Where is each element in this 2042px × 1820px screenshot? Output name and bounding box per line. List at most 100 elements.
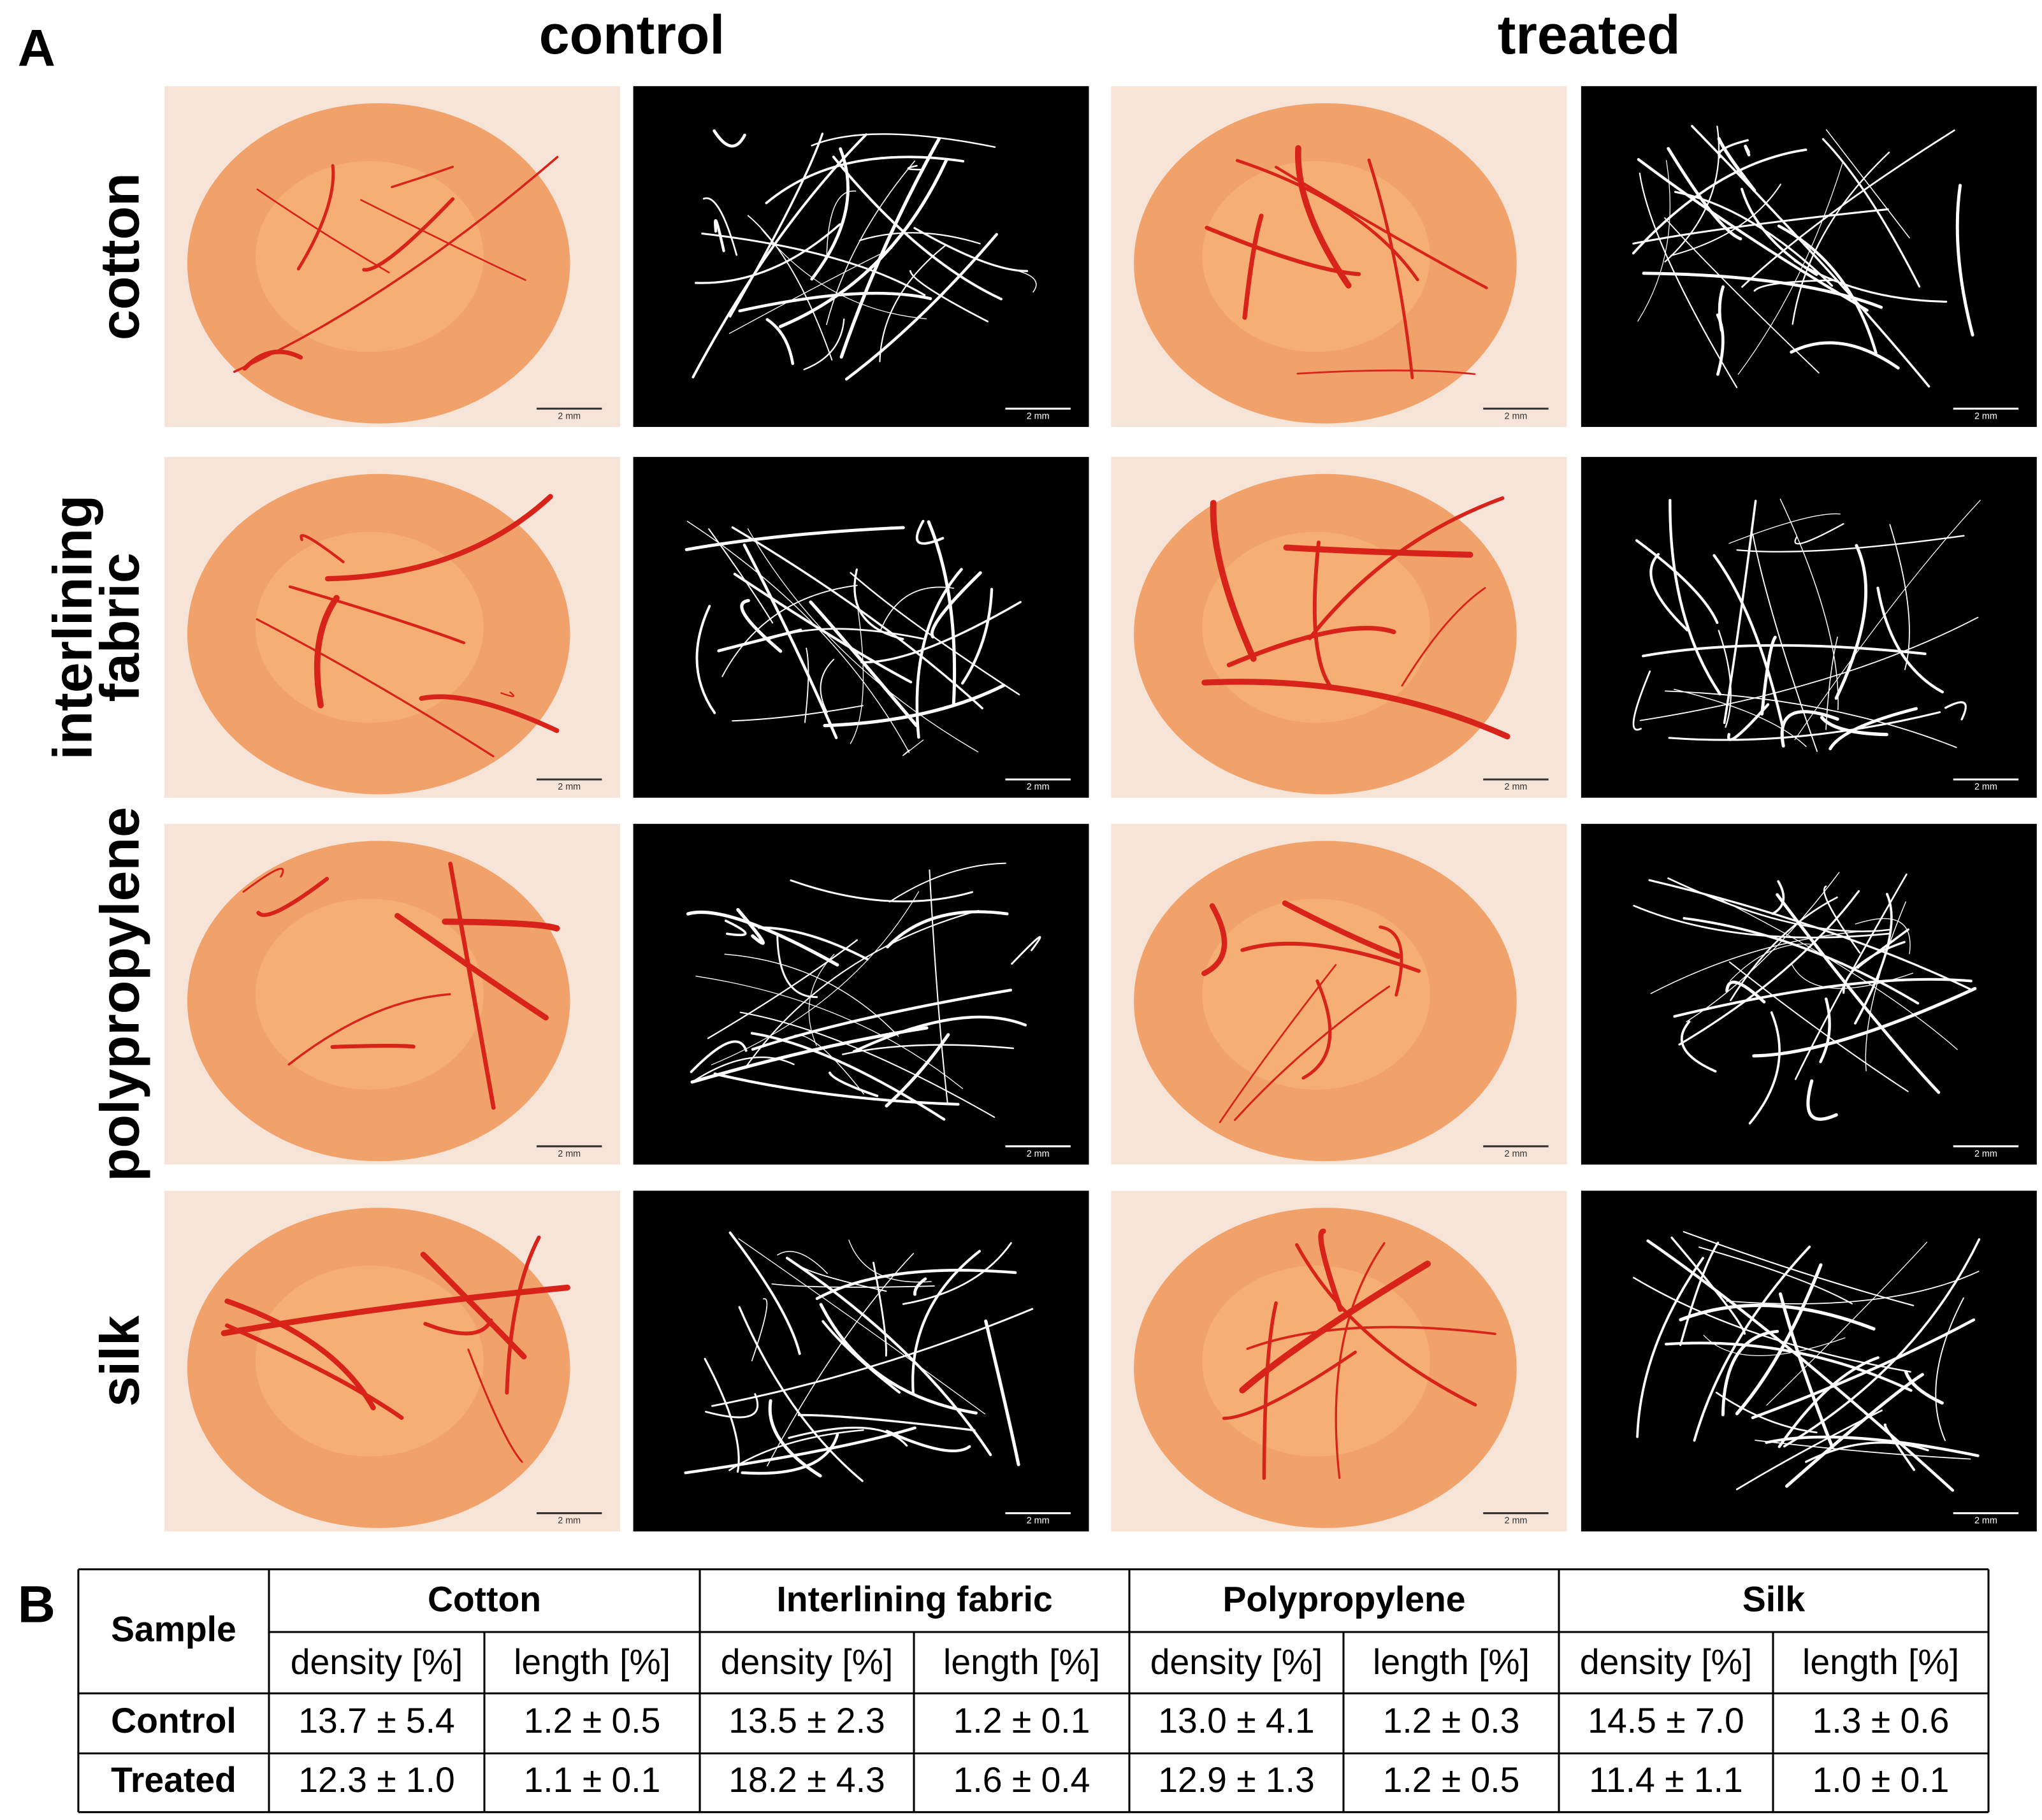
- vessel: [1790, 341, 1900, 370]
- vessel: [1678, 890, 1860, 1046]
- table-row-header: Control: [111, 1701, 236, 1740]
- table-cell: 1.3 ± 0.6: [1813, 1701, 1950, 1740]
- vessel: [767, 1253, 914, 1467]
- vessel: [1820, 716, 1888, 737]
- vessel: [738, 1238, 986, 1415]
- vessel: [713, 1072, 960, 1106]
- vessel: [1717, 137, 1756, 192]
- table-cell: 11.4 ± 1.1: [1589, 1760, 1742, 1800]
- vessel: [1262, 1301, 1278, 1480]
- vessel: [1904, 1369, 1944, 1405]
- vessel: [1693, 1245, 1811, 1442]
- vessel: [1748, 1011, 1781, 1125]
- vessel: [738, 291, 932, 313]
- scale-bar-label: 2 mm: [1505, 782, 1528, 792]
- column-label: treated: [1498, 4, 1681, 66]
- vessel: [1379, 925, 1403, 997]
- vessel: [1683, 917, 1920, 1005]
- vessel: [823, 683, 1006, 728]
- vessel: [1219, 964, 1337, 1123]
- vessel: [330, 1043, 416, 1050]
- vessel: [1776, 893, 1941, 1094]
- vessel: [1777, 224, 1878, 355]
- vessel: [1011, 936, 1041, 965]
- vessel: [1201, 903, 1227, 976]
- vessel: [693, 1056, 795, 1082]
- row-label: fabric: [89, 552, 150, 702]
- vessel: [788, 1426, 908, 1447]
- vessel: [1698, 1246, 1853, 1304]
- panel-background: [633, 457, 1089, 798]
- vessel: [777, 1250, 828, 1275]
- vessel: [832, 155, 1003, 301]
- vessel: [362, 197, 455, 272]
- vessel: [1295, 145, 1352, 289]
- vessel: [1741, 129, 1955, 288]
- vessel: [1646, 1239, 1955, 1492]
- table-cell: 12.9 ± 1.3: [1158, 1760, 1315, 1800]
- vessel: [742, 543, 838, 739]
- vessel: [1639, 172, 1738, 388]
- vessel: [1751, 1318, 1976, 1419]
- vessel: [785, 1257, 992, 1456]
- column-label: control: [539, 4, 725, 66]
- vessel: [1730, 943, 1811, 981]
- vessel: [873, 1261, 887, 1357]
- vessel: [728, 1231, 801, 1355]
- vessel: [776, 933, 818, 999]
- vessel: [1636, 1257, 1704, 1438]
- scale-bar-label: 2 mm: [1027, 411, 1050, 421]
- vessel: [702, 197, 738, 256]
- scale-bar-label: 2 mm: [1974, 411, 1997, 421]
- vessel: [795, 1262, 887, 1292]
- panel-label: A: [18, 20, 55, 78]
- vessel: [1205, 226, 1361, 277]
- vessel: [701, 232, 926, 296]
- table-cell: 13.7 ± 5.4: [298, 1701, 455, 1740]
- vessel: [1639, 616, 1979, 721]
- vessel: [705, 1393, 759, 1419]
- vessel: [1637, 158, 1869, 312]
- membrane-glow: [256, 161, 484, 352]
- vessel: [1723, 500, 1757, 725]
- vessel: [1726, 1271, 1980, 1304]
- vessel: [1857, 928, 1909, 969]
- vessel: [1335, 1242, 1386, 1479]
- vessel: [1648, 879, 1971, 990]
- table-subheader: length [%]: [943, 1642, 1100, 1682]
- vessel: [1226, 626, 1396, 668]
- vessel: [256, 876, 329, 917]
- vessel: [747, 215, 833, 361]
- vessel: [1955, 184, 1974, 337]
- scale-bar-label: 2 mm: [1027, 1516, 1050, 1526]
- scale-bar-label: 2 mm: [1505, 411, 1528, 421]
- vessel: [1367, 158, 1414, 380]
- vessel: [820, 658, 835, 713]
- vessel: [360, 199, 526, 281]
- scale-bar-label: 2 mm: [1974, 1516, 1997, 1526]
- vessel: [794, 1034, 864, 1095]
- vessel: [714, 219, 725, 252]
- table-subheader: length [%]: [1802, 1642, 1959, 1682]
- vessel: [888, 862, 1006, 903]
- membrane-glow: [1202, 1266, 1430, 1457]
- vessel: [758, 926, 869, 961]
- vessel: [1783, 1238, 1981, 1448]
- vessel: [724, 920, 747, 937]
- vessel: [880, 586, 955, 632]
- vessel: [1246, 1325, 1496, 1350]
- vessel: [224, 1323, 404, 1420]
- vessel: [1301, 979, 1332, 1080]
- scale-bar-label: 2 mm: [1505, 1149, 1528, 1159]
- vessel: [1793, 259, 1948, 303]
- vessel: [692, 133, 867, 379]
- vessel: [242, 349, 303, 371]
- vessel: [1737, 162, 1843, 375]
- vessel: [815, 1269, 1017, 1301]
- vessel: [1642, 644, 1927, 658]
- vessel: [288, 585, 466, 644]
- vessel: [695, 976, 964, 1089]
- vessel: [738, 1306, 864, 1482]
